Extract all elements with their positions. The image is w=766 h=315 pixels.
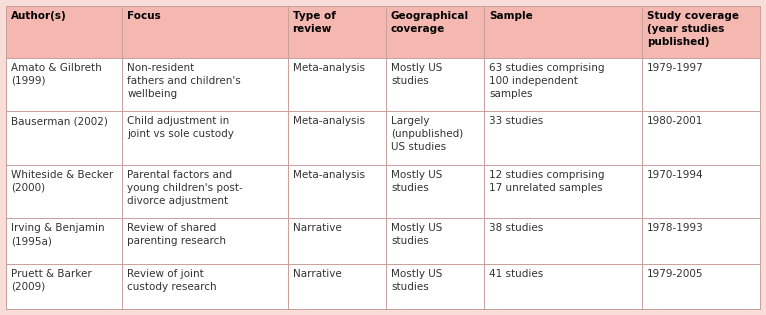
Bar [484, 58, 642, 112]
Bar [642, 58, 760, 112]
Text: 38 studies: 38 studies [489, 223, 544, 233]
Bar [642, 219, 760, 264]
Text: Study coverage
(year studies
published): Study coverage (year studies published) [647, 11, 739, 47]
Bar [6, 264, 122, 309]
Text: 33 studies: 33 studies [489, 117, 544, 127]
Text: Child adjustment in
joint vs sole custody: Child adjustment in joint vs sole custod… [127, 117, 234, 139]
Bar [386, 264, 484, 309]
Bar [484, 219, 642, 264]
Bar [386, 219, 484, 264]
Bar [287, 264, 386, 309]
Text: Parental factors and
young children's post-
divorce adjustment: Parental factors and young children's po… [127, 170, 243, 206]
Text: Mostly US
studies: Mostly US studies [391, 63, 442, 86]
Text: Mostly US
studies: Mostly US studies [391, 170, 442, 193]
Bar [484, 112, 642, 165]
Text: 12 studies comprising
17 unrelated samples: 12 studies comprising 17 unrelated sampl… [489, 170, 605, 193]
Text: Whiteside & Becker
(2000): Whiteside & Becker (2000) [11, 170, 113, 193]
Bar [287, 112, 386, 165]
Bar [6, 58, 122, 112]
Text: 1979-1997: 1979-1997 [647, 63, 704, 73]
Text: 1970-1994: 1970-1994 [647, 170, 703, 180]
Bar [6, 219, 122, 264]
Bar [122, 6, 287, 58]
Bar [6, 165, 122, 219]
Bar [642, 264, 760, 309]
Text: Meta-analysis: Meta-analysis [293, 63, 365, 73]
Bar [122, 264, 287, 309]
Bar [287, 6, 386, 58]
Text: 63 studies comprising
100 independent
samples: 63 studies comprising 100 independent sa… [489, 63, 605, 99]
Text: Meta-analysis: Meta-analysis [293, 117, 365, 127]
Text: Geographical
coverage: Geographical coverage [391, 11, 469, 34]
Text: Meta-analysis: Meta-analysis [293, 170, 365, 180]
Text: 1979-2005: 1979-2005 [647, 269, 703, 279]
Text: Narrative: Narrative [293, 223, 342, 233]
Bar [287, 219, 386, 264]
Bar [386, 58, 484, 112]
Text: Type of
review: Type of review [293, 11, 336, 34]
Text: 1978-1993: 1978-1993 [647, 223, 704, 233]
Bar [287, 58, 386, 112]
Text: Bauserman (2002): Bauserman (2002) [11, 117, 108, 127]
Text: Sample: Sample [489, 11, 533, 21]
Bar [484, 165, 642, 219]
Text: Narrative: Narrative [293, 269, 342, 279]
Bar [642, 165, 760, 219]
Text: Largely
(unpublished)
US studies: Largely (unpublished) US studies [391, 117, 463, 152]
Text: 41 studies: 41 studies [489, 269, 544, 279]
Text: Mostly US
studies: Mostly US studies [391, 269, 442, 292]
Text: Review of joint
custody research: Review of joint custody research [127, 269, 217, 292]
Bar [642, 112, 760, 165]
Bar [122, 219, 287, 264]
Bar [6, 112, 122, 165]
Text: Mostly US
studies: Mostly US studies [391, 223, 442, 246]
Text: Author(s): Author(s) [11, 11, 67, 21]
Text: Pruett & Barker
(2009): Pruett & Barker (2009) [11, 269, 92, 292]
Bar [6, 6, 122, 58]
Text: Non-resident
fathers and children's
wellbeing: Non-resident fathers and children's well… [127, 63, 241, 99]
Text: Irving & Benjamin
(1995a): Irving & Benjamin (1995a) [11, 223, 105, 246]
Bar [122, 58, 287, 112]
Text: Review of shared
parenting research: Review of shared parenting research [127, 223, 226, 246]
Bar [386, 165, 484, 219]
Bar [642, 6, 760, 58]
Bar [122, 112, 287, 165]
Bar [287, 165, 386, 219]
Text: Amato & Gilbreth
(1999): Amato & Gilbreth (1999) [11, 63, 102, 86]
Bar [484, 6, 642, 58]
Bar [122, 165, 287, 219]
Text: Focus: Focus [127, 11, 161, 21]
Bar [386, 112, 484, 165]
Text: 1980-2001: 1980-2001 [647, 117, 703, 127]
Bar [484, 264, 642, 309]
Bar [386, 6, 484, 58]
